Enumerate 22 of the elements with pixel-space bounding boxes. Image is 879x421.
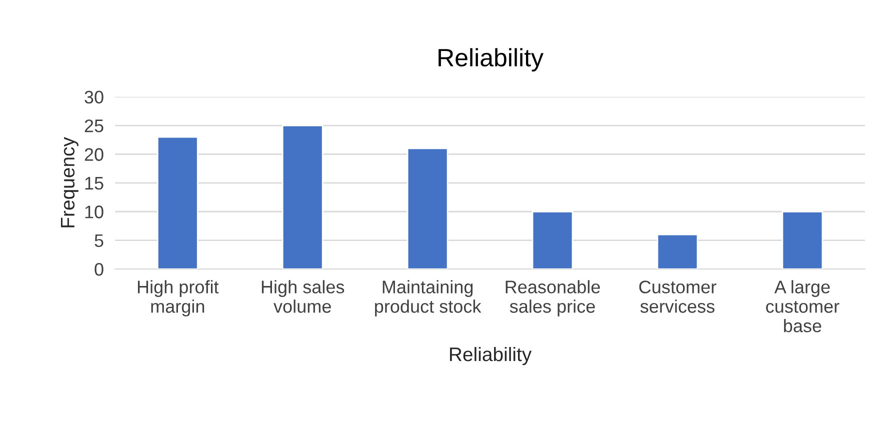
y-axis-title: Frequency: [60, 137, 78, 228]
x-axis-title: Reliability: [450, 346, 532, 366]
x-tick-label: High profit margin: [138, 280, 219, 316]
bar: [156, 136, 198, 270]
y-tick-label: 0: [94, 262, 104, 276]
y-tick-label: 5: [94, 234, 104, 248]
bar: [406, 148, 448, 270]
x-tick-label: Customer servicess: [639, 280, 716, 313]
y-tick-label: 30: [84, 90, 104, 104]
x-tick-label: Maintaining product stock: [375, 280, 482, 316]
chart-title: Reliability: [438, 48, 544, 72]
bar: [656, 234, 698, 270]
x-tick-label: Reasonable sales price: [506, 280, 600, 316]
x-tick-label: A large customer base: [766, 280, 840, 332]
bar: [782, 210, 824, 270]
y-tick-label: 10: [85, 206, 104, 218]
bar: [532, 210, 574, 270]
y-tick-label: 15: [85, 177, 104, 190]
bar: [282, 124, 324, 270]
y-tick-label: 20: [84, 148, 104, 161]
x-tick-label: High sales volume: [262, 280, 344, 313]
y-tick-label: 25: [84, 119, 104, 132]
